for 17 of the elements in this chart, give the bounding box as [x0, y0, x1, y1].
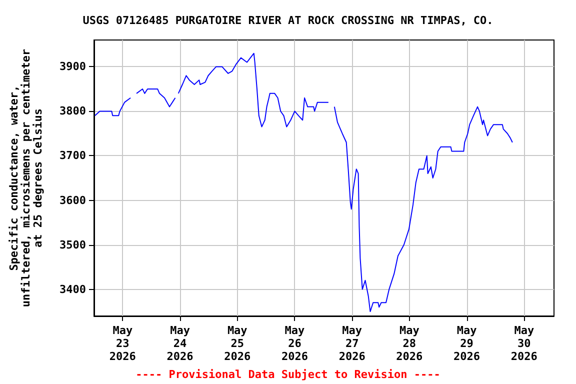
y-tick-label: 3700 — [60, 149, 86, 162]
y-tick-label: 3900 — [60, 60, 86, 74]
chart-title: USGS 07126485 PURGATOIRE RIVER AT ROCK CROSSING NR TIMPAS, CO. — [82, 14, 494, 27]
y-tick-label: 3800 — [60, 104, 86, 118]
y-tick-label: 3600 — [60, 194, 86, 207]
x-tick-label: May 24 2026 — [166, 324, 194, 363]
x-tick-label: May 27 2026 — [338, 324, 366, 363]
x-tick-label: May 23 2026 — [109, 324, 136, 363]
y-tick-label: 3400 — [60, 282, 86, 296]
text: ---- Provisional Data Subject to Revision ---- — [136, 368, 440, 381]
x-tick-label: May 30 2026 — [510, 324, 538, 363]
x-tick-label: May 29 2026 — [454, 324, 480, 363]
x-tick-label: May 25 2026 — [224, 324, 251, 363]
x-tick-label: May 26 2026 — [281, 324, 308, 363]
x-tick-label: May 28 2026 — [396, 324, 424, 363]
y-tick-label: 3500 — [60, 238, 86, 252]
y-axis-title: Specific conductance, water, unfiltered, microsiemens per centimeter at 25 degrees Celsius — [8, 48, 44, 308]
